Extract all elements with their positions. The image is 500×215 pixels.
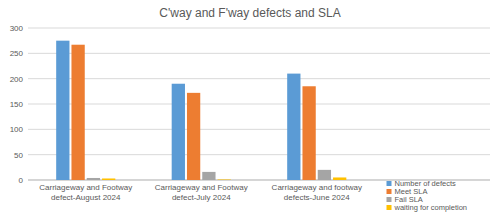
bar xyxy=(218,179,231,180)
legend-swatch xyxy=(387,205,392,210)
y-tick-label: 300 xyxy=(10,24,24,33)
x-tick-label: Carriageway and footwaydefects-June 2024 xyxy=(272,183,362,202)
grid-line xyxy=(28,104,490,105)
legend-swatch xyxy=(387,181,392,186)
bar xyxy=(318,170,331,180)
x-tick-label-line: defect-July 2024 xyxy=(172,193,231,202)
legend: Number of defectsMeet SLAFail SLAwaiting… xyxy=(387,179,468,212)
x-tick-label-line: defect-August 2024 xyxy=(51,193,121,202)
grid-line xyxy=(28,28,490,29)
y-tick-label: 50 xyxy=(14,151,23,160)
y-tick-label: 100 xyxy=(10,125,24,134)
x-tick-label: Carriageway and Footwaydefect-August 202… xyxy=(39,183,132,202)
bar xyxy=(187,93,200,180)
bar xyxy=(333,177,346,180)
bar xyxy=(202,172,215,180)
bar xyxy=(172,84,185,180)
x-tick-label-line: defects-June 2024 xyxy=(284,193,350,202)
x-tick-label: Carriageway and Footwaydefect-July 2024 xyxy=(155,183,248,202)
legend-swatch xyxy=(387,189,392,194)
grid-line xyxy=(28,129,490,130)
x-tick-label-line: Carriageway and footway xyxy=(272,183,362,192)
chart-title: C'way and F'way defects and SLA xyxy=(159,6,340,20)
grid-line xyxy=(28,78,490,79)
background xyxy=(0,0,500,215)
y-tick-label: 0 xyxy=(19,176,24,185)
y-tick-label: 200 xyxy=(10,75,24,84)
bar xyxy=(302,86,315,180)
grid-line xyxy=(28,53,490,54)
bar xyxy=(71,45,84,180)
legend-label: waiting for completion xyxy=(394,203,468,212)
bar xyxy=(287,74,300,180)
x-tick-label-line: Carriageway and Footway xyxy=(155,183,248,192)
bar xyxy=(87,178,100,180)
bars xyxy=(56,41,346,180)
bar xyxy=(102,178,115,180)
grid-line xyxy=(28,154,490,155)
y-tick-label: 150 xyxy=(10,100,24,109)
chart: C'way and F'way defects and SLA 0 50 100 150… xyxy=(0,0,500,215)
y-tick-label: 250 xyxy=(10,49,24,58)
bar xyxy=(56,41,69,180)
x-tick-label-line: Carriageway and Footway xyxy=(39,183,132,192)
legend-swatch xyxy=(387,197,392,202)
